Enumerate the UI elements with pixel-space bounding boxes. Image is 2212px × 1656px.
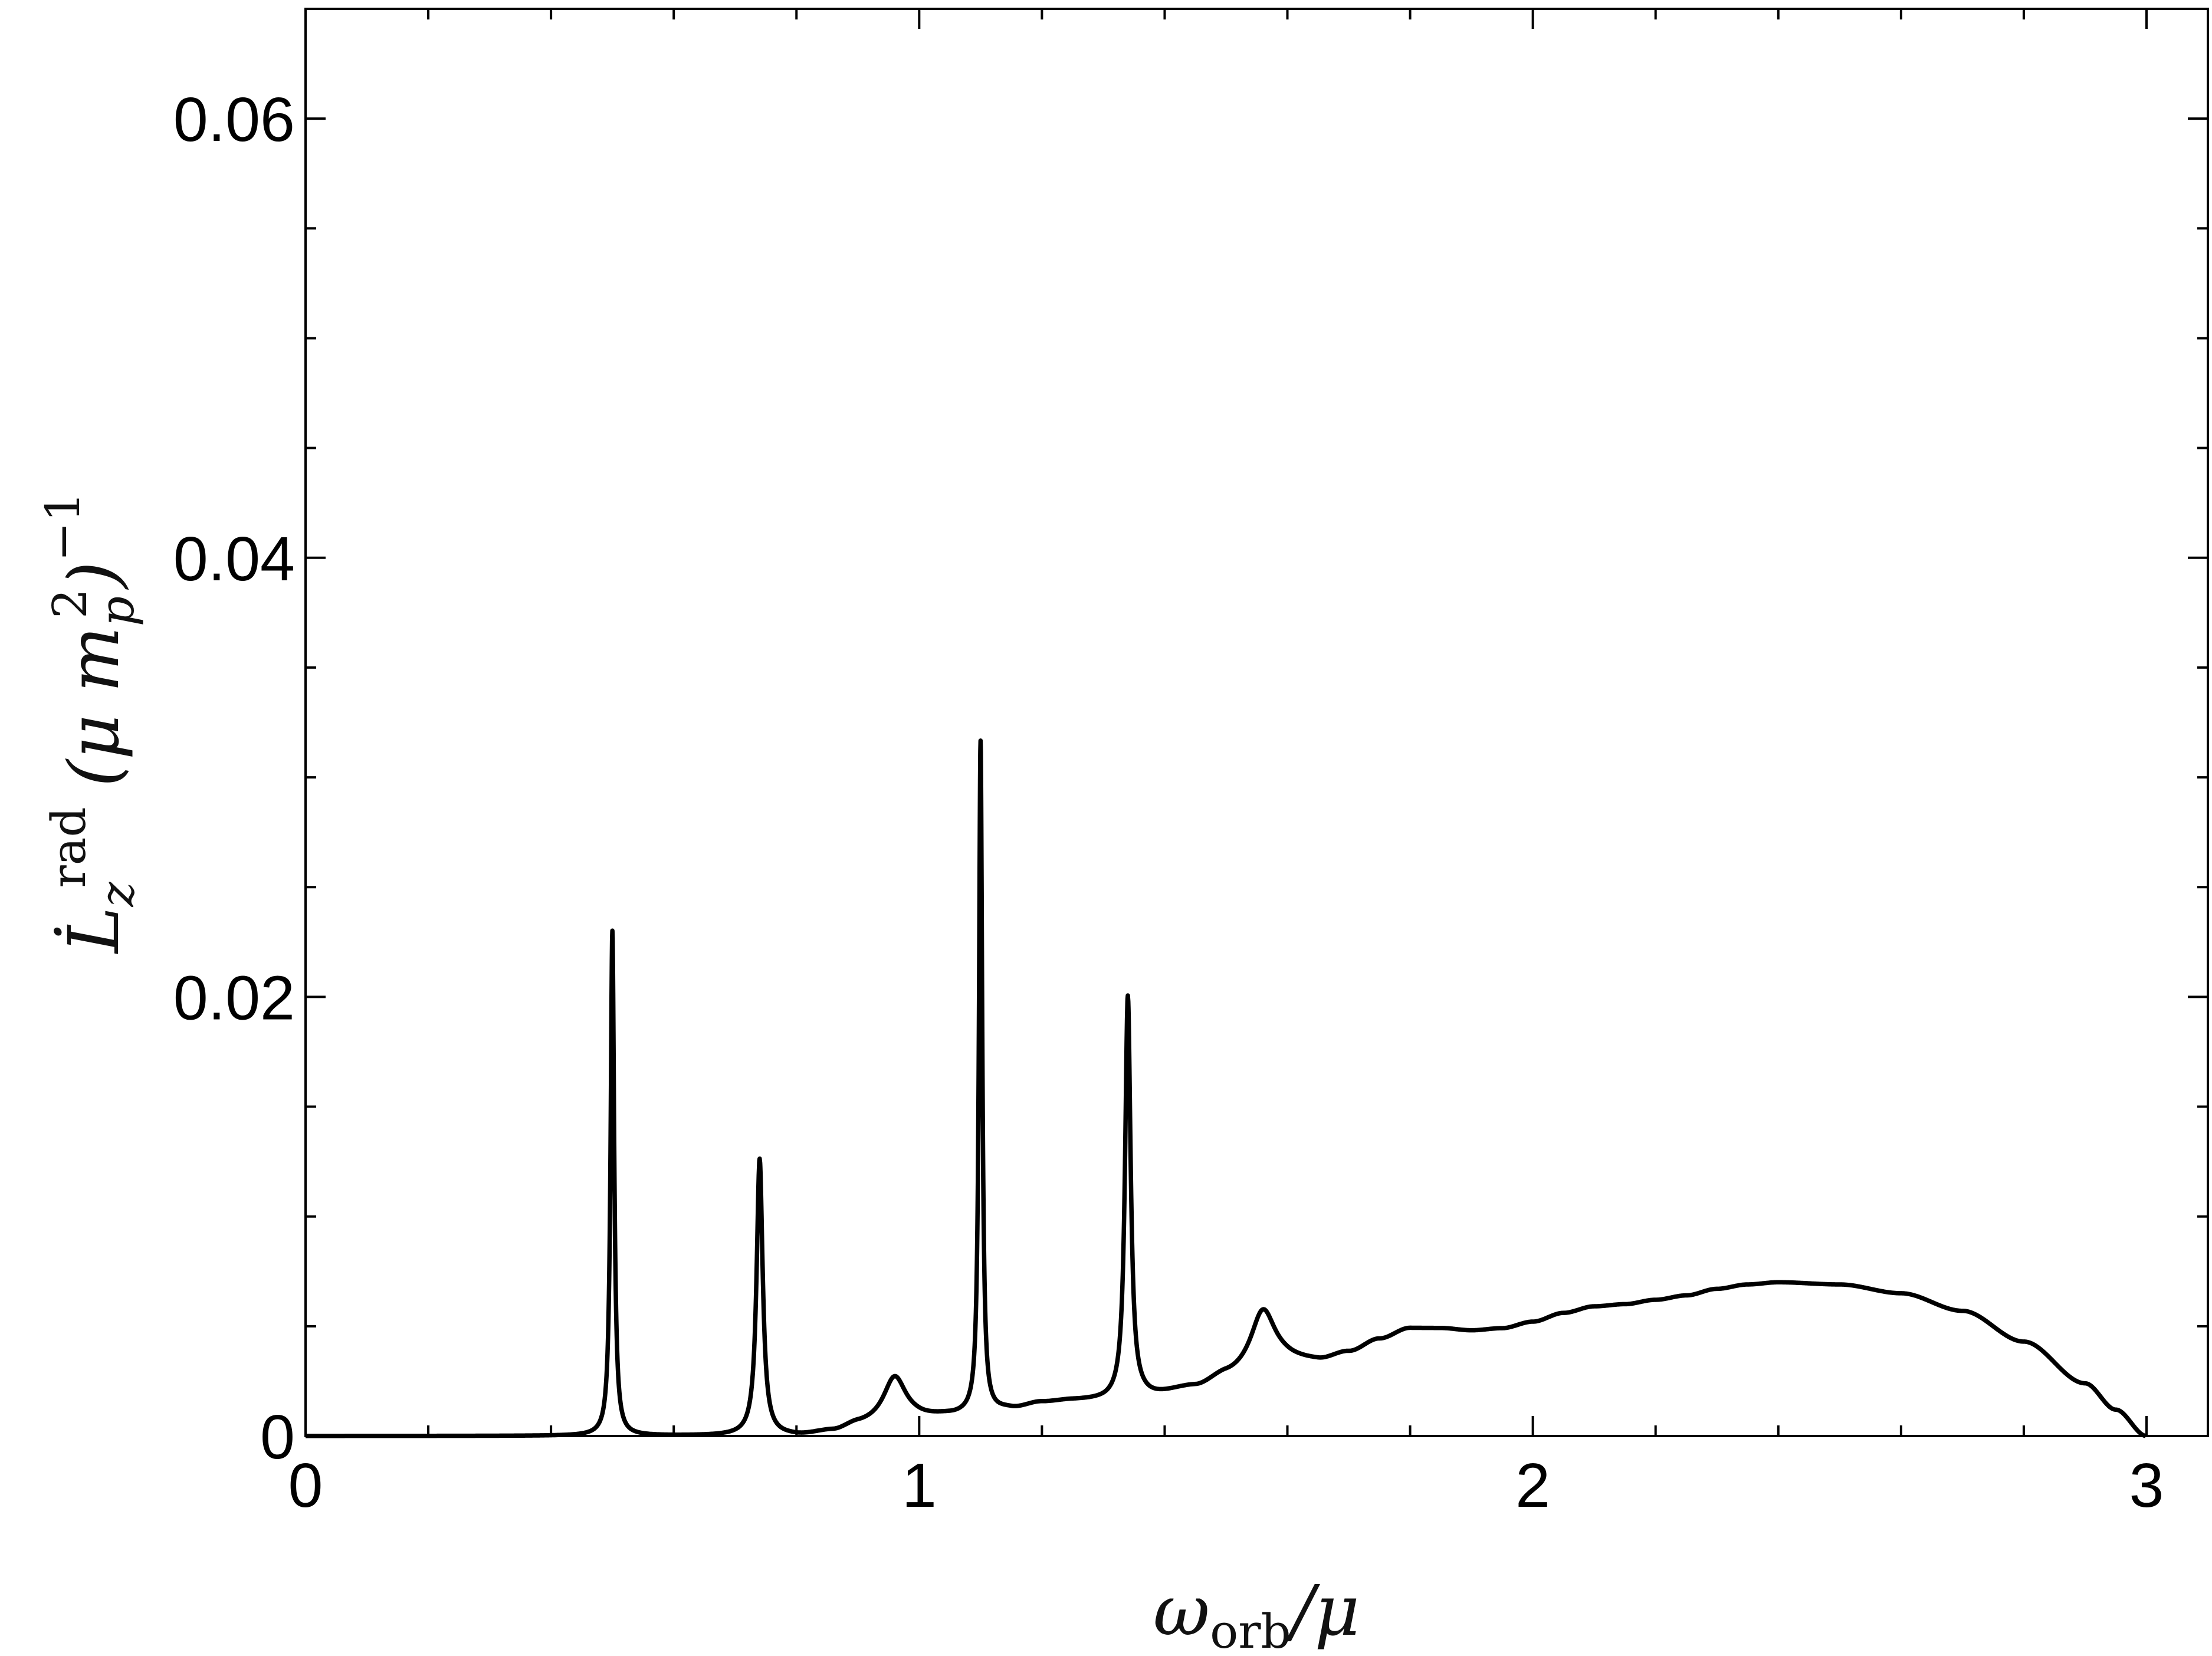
y-axis-label: L̇zrad(μ mp2)−1 xyxy=(35,492,145,954)
x-tick-label: 2 xyxy=(1515,1451,1550,1520)
x-tick-label: 3 xyxy=(2129,1451,2164,1520)
plot-frame xyxy=(304,8,2209,1437)
minor-ticks xyxy=(306,8,2208,1436)
x-tick-labels: 0 1 2 3 xyxy=(288,1451,2164,1520)
x-tick-label: 0 xyxy=(288,1451,323,1520)
y-tick-label: 0.04 xyxy=(173,524,295,594)
x-tick-label: 1 xyxy=(902,1451,937,1520)
y-tick-label: 0.02 xyxy=(173,963,295,1033)
y-tick-labels: 0 0.02 0.04 0.06 xyxy=(173,85,295,1472)
x-axis-label: ωorb/μ xyxy=(1153,1570,1360,1656)
y-tick-label: 0.06 xyxy=(173,85,295,155)
major-ticks xyxy=(304,9,2208,1437)
y-tick-label: 0 xyxy=(260,1402,295,1472)
svg-text:L̇zrad(μ mp2)−1: L̇zrad(μ mp2)−1 xyxy=(35,492,145,954)
series-line xyxy=(304,738,2147,1438)
